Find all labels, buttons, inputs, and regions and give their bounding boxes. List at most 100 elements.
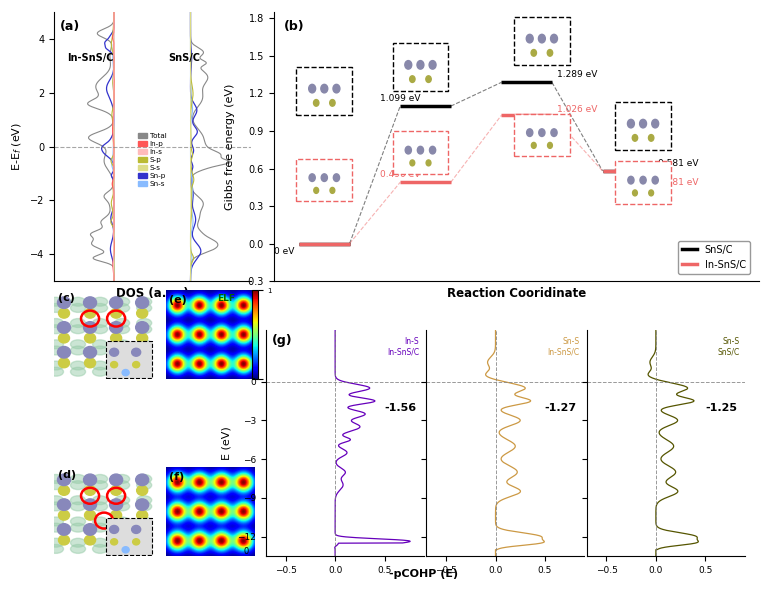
Circle shape [83,321,96,333]
Circle shape [59,486,69,496]
Circle shape [85,486,96,496]
Ellipse shape [49,502,63,511]
Circle shape [83,524,96,535]
Circle shape [59,535,69,545]
Legend: Total, In-p, In-s, S-p, S-s, Sn-p, Sn-s: Total, In-p, In-s, S-p, S-s, Sn-p, Sn-s [137,132,167,188]
Ellipse shape [70,318,86,327]
Circle shape [110,358,122,368]
Bar [297,158,352,201]
Circle shape [314,100,319,106]
Ellipse shape [70,517,86,526]
Circle shape [110,309,122,318]
Circle shape [85,510,96,520]
Ellipse shape [115,367,130,376]
Ellipse shape [49,361,63,370]
Ellipse shape [70,475,86,483]
Circle shape [58,474,70,486]
Circle shape [109,321,123,333]
Ellipse shape [93,544,108,554]
Text: SnS/C: SnS/C [169,53,200,62]
Text: 1.026 eV: 1.026 eV [557,104,598,114]
Circle shape [136,346,149,358]
Circle shape [110,535,122,545]
Circle shape [122,370,130,376]
Circle shape [330,100,335,106]
Circle shape [58,499,70,510]
Circle shape [550,34,557,43]
Circle shape [628,177,634,184]
Ellipse shape [115,544,130,554]
Circle shape [417,60,424,69]
Circle shape [632,134,638,141]
Bar [392,43,448,91]
Circle shape [547,142,552,148]
Ellipse shape [115,318,130,327]
Circle shape [110,510,122,520]
Ellipse shape [115,325,130,334]
Bar [392,131,448,174]
Text: 0.581 eV: 0.581 eV [658,159,699,168]
Circle shape [547,49,553,56]
Ellipse shape [115,538,130,547]
Ellipse shape [93,517,108,526]
Circle shape [538,34,545,43]
Y-axis label: E-E$_f$ (eV): E-E$_f$ (eV) [11,122,25,171]
Circle shape [330,188,335,193]
Ellipse shape [136,367,152,376]
Circle shape [83,474,96,486]
Text: -1.56: -1.56 [384,403,416,413]
Circle shape [640,177,646,184]
Circle shape [136,297,149,309]
Circle shape [109,474,123,486]
Ellipse shape [70,325,86,334]
Ellipse shape [93,496,108,505]
Circle shape [110,486,122,496]
Ellipse shape [93,318,108,327]
Bar [615,161,671,203]
Circle shape [527,129,533,136]
Circle shape [322,174,328,181]
Ellipse shape [136,523,152,532]
Text: 0 eV: 0 eV [274,247,294,255]
Circle shape [132,525,140,533]
Bar [106,518,152,555]
Circle shape [429,60,436,69]
Text: 0: 0 [244,547,249,556]
Circle shape [652,177,658,184]
Text: (e): (e) [170,295,187,305]
Circle shape [136,474,149,486]
Circle shape [333,84,340,93]
Y-axis label: E (eV): E (eV) [222,426,232,460]
Bar [297,67,352,115]
Ellipse shape [93,538,108,547]
Circle shape [109,346,123,358]
Text: (a): (a) [60,20,80,33]
Circle shape [110,362,118,368]
Circle shape [628,119,635,128]
Circle shape [651,119,658,128]
Bar [106,341,152,378]
Circle shape [406,146,412,154]
Circle shape [308,84,315,93]
Text: 0.490 eV: 0.490 eV [380,170,420,179]
Circle shape [417,146,423,154]
Circle shape [58,346,70,358]
Circle shape [648,190,654,196]
Circle shape [309,174,315,181]
Ellipse shape [49,544,63,554]
Circle shape [83,499,96,510]
Ellipse shape [115,502,130,511]
Circle shape [136,309,148,318]
Circle shape [85,358,96,368]
Text: Sn-S
SnS/C: Sn-S SnS/C [718,337,740,357]
Ellipse shape [49,538,63,547]
Circle shape [136,499,149,510]
Circle shape [640,119,647,128]
Ellipse shape [49,318,63,327]
Circle shape [58,297,70,309]
Ellipse shape [136,346,152,355]
Circle shape [551,129,557,136]
Circle shape [109,297,123,309]
Circle shape [85,309,96,318]
Ellipse shape [93,481,108,489]
